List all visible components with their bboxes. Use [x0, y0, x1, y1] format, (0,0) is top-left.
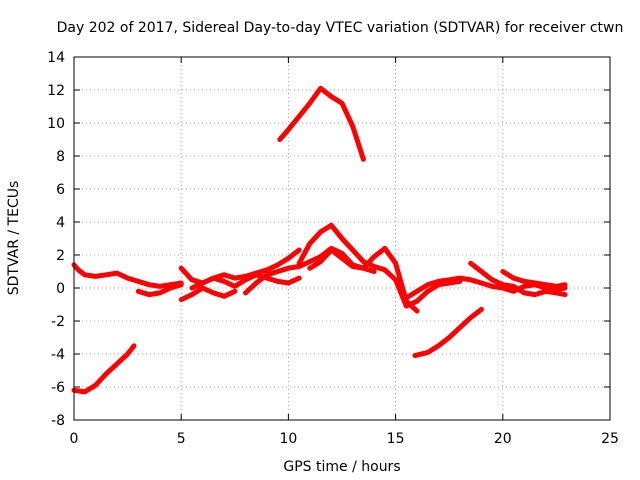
y-tick-label: 4: [56, 215, 65, 231]
plot-frame: [73, 56, 611, 421]
grid: [74, 57, 610, 420]
series-line-sat-b: [71, 343, 137, 395]
y-tick-label: -4: [51, 347, 65, 363]
x-axis-title: GPS time / hours: [283, 459, 400, 475]
x-tick-label: 0: [70, 431, 79, 447]
series-line-sat-i: [307, 245, 420, 314]
axis-ticks: 0 5 10 15 20 25 -8 -6 -4 -2 0 2 4 6 8 10 12 14: [47, 50, 619, 447]
y-tick-label: -2: [51, 314, 65, 330]
series-line-sat-c: [135, 282, 184, 298]
y-tick-label: -8: [51, 413, 65, 429]
series-line-sat-f: [189, 272, 302, 291]
series-line-sat-j: [277, 85, 366, 162]
y-tick-label: 12: [47, 83, 65, 99]
x-tick-label: 5: [177, 431, 186, 447]
series-line-sat-a: [71, 262, 184, 289]
series-line-sat-h: [296, 222, 463, 309]
y-tick-label: -6: [51, 380, 65, 396]
y-tick-label: 6: [56, 182, 65, 198]
x-tick-label: 20: [494, 431, 512, 447]
series-line-sat-e: [178, 285, 238, 303]
y-tick-label: 8: [56, 149, 65, 165]
y-tick-label: 0: [56, 281, 65, 297]
y-tick-label: 2: [56, 248, 65, 264]
series-line-sat-k: [412, 306, 484, 359]
series-layer: [71, 85, 568, 395]
chart-title: Day 202 of 2017, Sidereal Day-to-day VTE…: [57, 20, 624, 36]
x-tick-label: 10: [279, 431, 297, 447]
y-axis-title: SDTVAR / TECUs: [6, 181, 22, 296]
y-tick-label: 14: [47, 50, 65, 66]
x-tick-label: 15: [387, 431, 405, 447]
series-line-sat-n: [500, 269, 568, 289]
series-line-sat-m: [468, 260, 568, 298]
y-tick-label: 10: [47, 116, 65, 132]
x-tick-label: 25: [601, 431, 619, 447]
